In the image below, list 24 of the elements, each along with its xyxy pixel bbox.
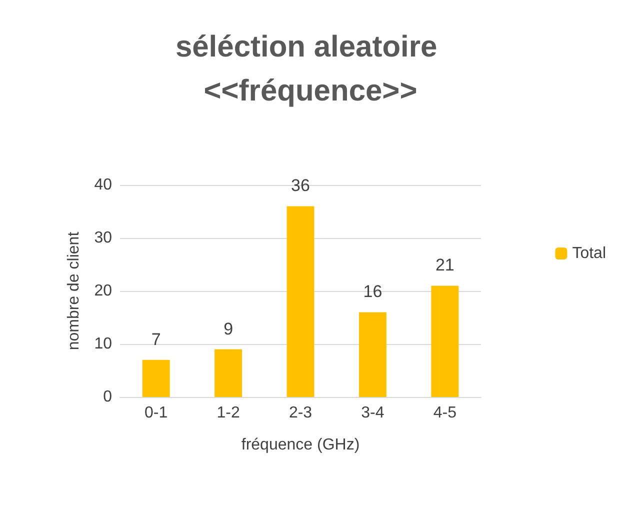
data-label: 21 [435, 256, 454, 275]
y-axis-title: nombre de client [66, 231, 82, 350]
y-tick-label: 20 [94, 282, 112, 300]
x-tick-label: 3-4 [361, 404, 384, 422]
x-tick-label: 1-2 [216, 404, 240, 422]
y-tick-label: 30 [94, 230, 112, 246]
data-label: 16 [363, 282, 382, 302]
bar [286, 206, 314, 397]
x-tick-label: 4-5 [433, 404, 457, 422]
data-label: 9 [224, 319, 234, 338]
data-label: 36 [291, 176, 310, 196]
bar [358, 312, 386, 397]
y-tick-label: 0 [103, 388, 112, 406]
data-label: 7 [151, 330, 161, 349]
x-tick-label: 2-3 [288, 404, 312, 422]
chart-title: séléction aleatoire <<fréquence>> [175, 30, 446, 108]
y-tick-label: 10 [94, 336, 112, 352]
x-tick-label: 0-1 [144, 404, 168, 422]
legend-label: Total [572, 245, 606, 262]
x-axis-title: fréquence (GHz) [241, 436, 360, 454]
bar [142, 360, 170, 397]
bar [431, 286, 459, 397]
y-tick-label: 40 [94, 176, 112, 194]
bar [214, 349, 242, 397]
